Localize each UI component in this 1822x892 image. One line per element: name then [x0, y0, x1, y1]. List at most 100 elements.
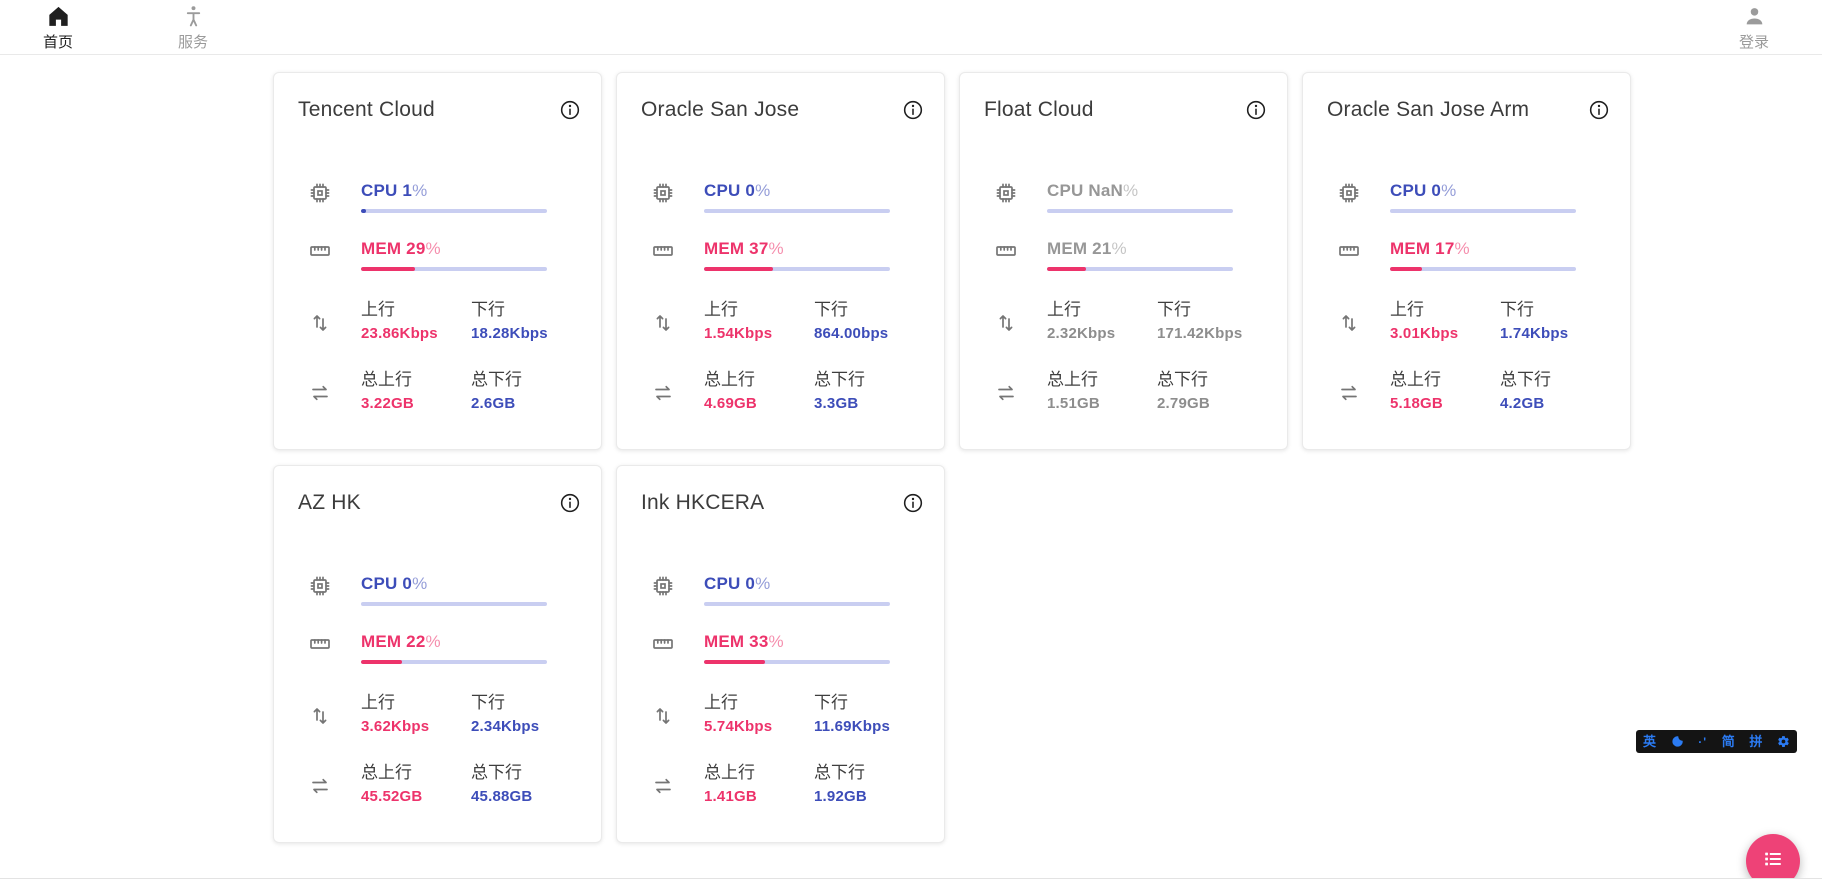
server-card: Oracle San Jose Arm CPU 0%: [1302, 72, 1631, 450]
net-total-cols: 总上行 4.69GB 总下行 3.3GB: [704, 369, 924, 413]
total-download-label: 总下行: [471, 763, 522, 782]
gear-icon[interactable]: [1777, 735, 1790, 748]
upload-label: 上行: [1047, 300, 1081, 319]
total-download-value: 4.2GB: [1500, 395, 1545, 412]
upload-value: 3.01Kbps: [1390, 325, 1459, 342]
upload-value: 23.86Kbps: [361, 325, 438, 342]
net-total-row: 总上行 3.22GB 总下行 2.6GB: [290, 369, 581, 413]
net-speed-cols: 上行 2.32Kbps 下行 171.42Kbps: [1047, 299, 1267, 343]
nav-item-login[interactable]: 登录: [1720, 4, 1788, 50]
mem-bar: [1390, 267, 1576, 271]
memory-ruler-icon: [290, 239, 350, 263]
upload-col: 上行 3.62Kbps: [361, 692, 471, 736]
cpu-bar: [361, 209, 547, 213]
memory-ruler-icon: [1319, 239, 1379, 263]
ime-pinyin-toggle[interactable]: 拼: [1749, 734, 1763, 749]
moon-icon[interactable]: [1671, 735, 1684, 748]
download-value: 18.28Kbps: [471, 325, 548, 342]
download-col: 下行 11.69Kbps: [814, 692, 924, 736]
mem-bar: [704, 660, 890, 664]
upload-label: 上行: [361, 300, 395, 319]
server-name: Tencent Cloud: [298, 98, 435, 121]
swap-horizontal-icon: [290, 762, 350, 798]
net-speed-cols: 上行 23.86Kbps 下行 18.28Kbps: [361, 299, 581, 343]
net-total-row: 总上行 45.52GB 总下行 45.88GB: [290, 762, 581, 806]
total-download-value: 45.88GB: [471, 788, 533, 805]
cpu-chip-icon: [290, 574, 350, 598]
total-upload-col: 总上行 45.52GB: [361, 762, 471, 806]
total-download-value: 2.6GB: [471, 395, 516, 412]
net-total-row: 总上行 4.69GB 总下行 3.3GB: [633, 369, 924, 413]
total-upload-value: 4.69GB: [704, 395, 757, 412]
info-icon[interactable]: [1245, 99, 1267, 121]
mem-label: MEM 29%: [361, 239, 441, 258]
nav-home-label: 首页: [42, 34, 73, 51]
server-cards-grid: Tencent Cloud CPU 1%: [273, 72, 1631, 843]
card-header: Oracle San Jose Arm: [1319, 97, 1610, 123]
account-icon: [1742, 4, 1767, 34]
info-icon[interactable]: [902, 492, 924, 514]
upload-col: 上行 5.74Kbps: [704, 692, 814, 736]
mem-meter: MEM 21%: [1047, 239, 1267, 271]
up-down-arrows-icon: [1319, 299, 1379, 335]
server-card: Tencent Cloud CPU 1%: [273, 72, 602, 450]
mem-bar-fill: [361, 267, 415, 271]
cpu-chip-icon: [290, 181, 350, 205]
total-upload-col: 总上行 1.51GB: [1047, 369, 1157, 413]
net-total-cols: 总上行 45.52GB 总下行 45.88GB: [361, 762, 581, 806]
total-download-col: 总下行 4.2GB: [1500, 369, 1610, 413]
cpu-chip-icon: [976, 181, 1036, 205]
upload-col: 上行 23.86Kbps: [361, 299, 471, 343]
info-icon[interactable]: [902, 99, 924, 121]
nav-item-home[interactable]: 首页: [24, 4, 92, 50]
upload-value: 1.54Kbps: [704, 325, 773, 342]
total-download-col: 总下行 45.88GB: [471, 762, 581, 806]
mem-bar: [704, 267, 890, 271]
total-upload-col: 总上行 3.22GB: [361, 369, 471, 413]
cpu-label: CPU 0%: [704, 574, 771, 593]
total-upload-value: 3.22GB: [361, 395, 414, 412]
total-upload-col: 总上行 5.18GB: [1390, 369, 1500, 413]
server-name: Ink HKCERA: [641, 491, 765, 514]
cpu-bar: [1047, 209, 1233, 213]
swap-horizontal-icon: [1319, 369, 1379, 405]
card-header: Ink HKCERA: [633, 490, 924, 516]
download-label: 下行: [814, 693, 848, 712]
up-down-arrows-icon: [633, 692, 693, 728]
total-download-col: 总下行 2.6GB: [471, 369, 581, 413]
net-speed-row: 上行 23.86Kbps 下行 18.28Kbps: [290, 299, 581, 343]
swap-horizontal-icon: [633, 762, 693, 798]
cpu-meter: CPU NaN%: [1047, 181, 1267, 213]
upload-value: 2.32Kbps: [1047, 325, 1116, 342]
ime-punctuation-toggle[interactable]: ·': [1698, 734, 1708, 749]
total-download-label: 总下行: [814, 370, 865, 389]
net-speed-cols: 上行 5.74Kbps 下行 11.69Kbps: [704, 692, 924, 736]
info-icon[interactable]: [1588, 99, 1610, 121]
nav-item-services[interactable]: 服务: [159, 4, 227, 50]
upload-col: 上行 2.32Kbps: [1047, 299, 1157, 343]
ime-toolbar: 英 ·' 简 拼: [1636, 730, 1797, 753]
ime-simplified-toggle[interactable]: 简: [1721, 734, 1735, 749]
mem-bar-fill: [361, 660, 402, 664]
info-icon[interactable]: [559, 492, 581, 514]
upload-value: 5.74Kbps: [704, 718, 773, 735]
cpu-meter: CPU 0%: [1390, 181, 1610, 213]
net-speed-row: 上行 1.54Kbps 下行 864.00bps: [633, 299, 924, 343]
up-down-arrows-icon: [290, 299, 350, 335]
download-col: 下行 2.34Kbps: [471, 692, 581, 736]
upload-value: 3.62Kbps: [361, 718, 430, 735]
net-speed-cols: 上行 3.62Kbps 下行 2.34Kbps: [361, 692, 581, 736]
cpu-label: CPU 0%: [1390, 181, 1457, 200]
total-download-value: 2.79GB: [1157, 395, 1210, 412]
cpu-meter: CPU 0%: [361, 574, 581, 606]
up-down-arrows-icon: [290, 692, 350, 728]
total-download-label: 总下行: [814, 763, 865, 782]
net-speed-row: 上行 5.74Kbps 下行 11.69Kbps: [633, 692, 924, 736]
ime-language-toggle[interactable]: 英: [1643, 734, 1657, 749]
cpu-bar: [361, 602, 547, 606]
info-icon[interactable]: [559, 99, 581, 121]
cpu-row: CPU NaN%: [976, 181, 1267, 213]
download-value: 864.00bps: [814, 325, 889, 342]
download-col: 下行 864.00bps: [814, 299, 924, 343]
net-speed-cols: 上行 1.54Kbps 下行 864.00bps: [704, 299, 924, 343]
